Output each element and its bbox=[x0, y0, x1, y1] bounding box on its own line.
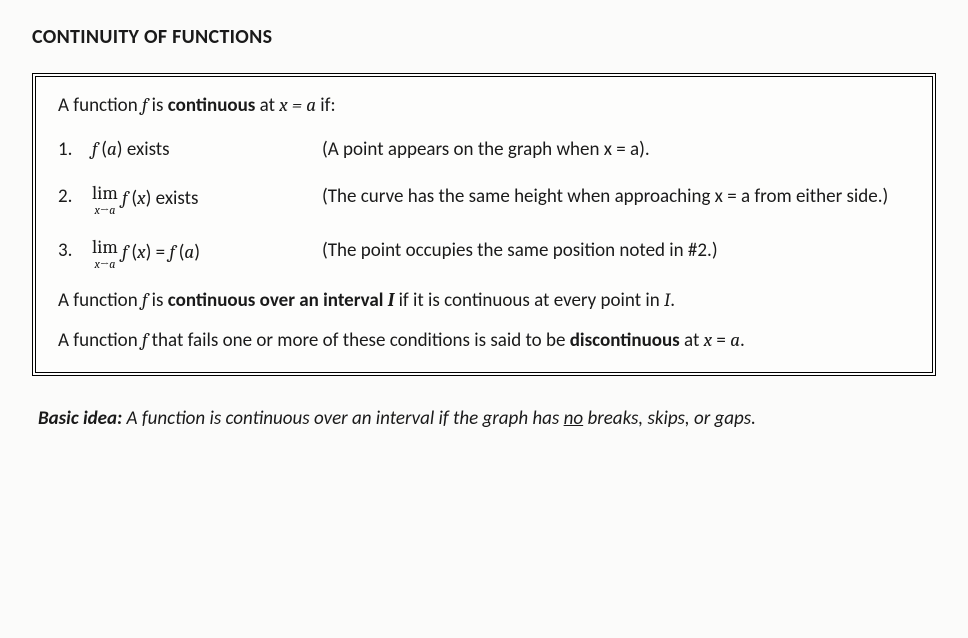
condition-explanation: (A point appears on the graph when x = a… bbox=[322, 137, 914, 163]
intro-xeq: x = a bbox=[279, 94, 316, 116]
intro-line: A function f is continuous at x = a if: bbox=[58, 93, 914, 119]
condition-row-2: 2. limx→a f (x) exists (The curve has th… bbox=[58, 184, 914, 216]
condition-expression: limx→a f (x) = f (a) bbox=[92, 238, 322, 270]
condition-number: 1. bbox=[58, 137, 92, 163]
page-title: CONTINUITY OF FUNCTIONS bbox=[32, 24, 936, 51]
condition-explanation: (The point occupies the same position no… bbox=[322, 238, 914, 264]
condition-row-1: 1. f (a) exists (A point appears on the … bbox=[58, 137, 914, 163]
discontinuous-line: A function f that fails one or more of t… bbox=[58, 328, 914, 354]
condition-expression: f (a) exists bbox=[92, 137, 322, 163]
interval-continuity-line: A function f is continuous over an inter… bbox=[58, 288, 914, 314]
intro-mid: is bbox=[147, 94, 167, 117]
condition-number: 3. bbox=[58, 238, 92, 264]
intro-post2: if: bbox=[316, 94, 336, 117]
condition-expression: limx→a f (x) exists bbox=[92, 184, 322, 216]
basic-idea-lead: Basic idea: bbox=[38, 407, 122, 430]
intro-bold: continuous bbox=[168, 94, 256, 117]
condition-row-3: 3. limx→a f (x) = f (a) (The point occup… bbox=[58, 238, 914, 270]
definition-box: A function f is continuous at x = a if: … bbox=[32, 73, 936, 376]
basic-idea-body: A function is continuous over an interva… bbox=[122, 407, 756, 430]
intro-pre: A function bbox=[58, 94, 142, 117]
intro-post1: at bbox=[255, 94, 279, 117]
condition-explanation: (The curve has the same height when appr… bbox=[322, 184, 914, 210]
basic-idea-footer: Basic idea: A function is continuous ove… bbox=[32, 406, 936, 432]
condition-number: 2. bbox=[58, 184, 92, 210]
